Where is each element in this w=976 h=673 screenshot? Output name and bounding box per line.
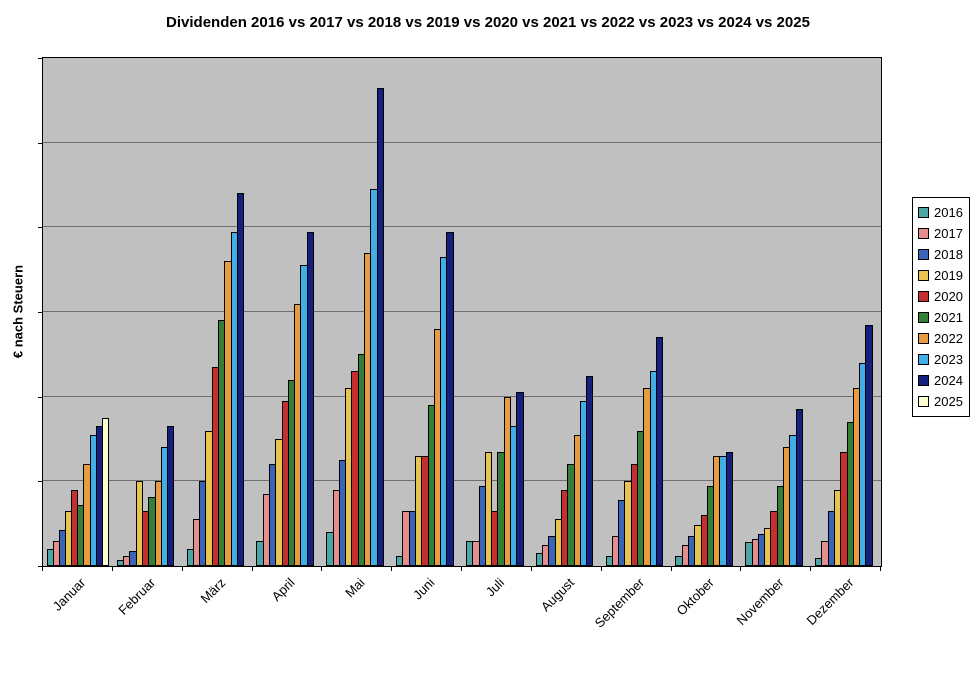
legend-swatch [918,207,929,218]
x-axis-tick [740,566,742,571]
bar-group-dezember [815,58,877,566]
x-axis-tick [810,566,812,571]
x-axis-tick [42,566,43,571]
gridline [43,311,881,312]
chart-title: Dividenden 2016 vs 2017 vs 2018 vs 2019 … [166,14,810,31]
legend-label: 2021 [934,310,963,325]
y-axis-tick [38,227,43,229]
bar-group-februar [116,58,179,566]
gridline [43,141,881,143]
x-axis-tick [670,566,672,571]
legend-label: 2023 [934,352,963,367]
y-axis-title: € nach Steuern [10,264,26,359]
legend: 2016 2017 2018 2019 2020 2021 2022 2023 2024 2025 [912,197,970,417]
legend-swatch [918,375,929,386]
bar-2024 [795,409,803,566]
x-axis-tick [880,566,881,571]
y-axis-tick [38,142,43,144]
x-axis-label: Juni [410,575,438,603]
x-axis-label: September [591,575,648,631]
legend-label: 2016 [934,205,963,220]
x-axis-tick [181,566,183,571]
x-axis-tick [321,566,323,571]
x-axis-label: Dezember [803,575,857,629]
bar-2025 [101,417,109,566]
x-axis-tick [600,566,602,571]
bar-2024 [865,324,873,566]
y-axis-tick [38,481,43,483]
bar-2024 [516,392,524,566]
x-axis-label: April [269,575,299,605]
legend-item-2020: 2020 [918,286,964,307]
gridline [43,480,881,482]
bar-group-november [745,58,807,566]
legend-item-2024: 2024 [918,370,964,391]
x-axis-label: November [733,575,787,629]
legend-item-2018: 2018 [918,244,964,265]
y-axis-tick [38,396,43,398]
x-axis-label: Juli [483,575,508,600]
bar-2019 [484,451,493,566]
x-axis-label: Mai [342,575,368,601]
x-axis-tick [530,566,532,571]
x-axis-label: August [538,575,578,615]
legend-swatch [918,249,929,260]
bar-2024 [586,375,594,566]
legend-item-2016: 2016 [918,202,964,223]
bar-2024 [376,87,384,566]
legend-swatch [918,312,929,323]
bar-2024 [236,193,245,566]
bar-2024 [446,231,454,566]
legend-label: 2025 [934,394,963,409]
x-axis-tick [461,566,462,571]
bar-group-märz [186,58,249,566]
bar-group-juli [465,58,528,566]
bar-group-januar [46,58,109,566]
bar-group-juni [396,58,458,566]
legend-swatch [918,270,929,281]
bar-group-september [605,58,668,566]
x-axis-tick [251,566,253,571]
x-axis-tick [111,566,113,571]
legend-item-2019: 2019 [918,265,964,286]
bar-group-april [256,58,318,566]
legend-swatch [918,228,929,239]
gridline [43,395,881,397]
y-axis-tick [38,58,43,59]
y-axis-tick [38,566,43,567]
legend-item-2025: 2025 [918,391,964,412]
legend-item-2022: 2022 [918,328,964,349]
bar-group-august [535,58,598,566]
bar-2024 [655,337,664,566]
legend-label: 2020 [934,289,963,304]
legend-swatch [918,354,929,365]
bar-group-mai [326,58,388,566]
x-axis-label: Februar [115,575,159,618]
legend-label: 2018 [934,247,963,262]
x-axis-label: Januar [49,575,89,614]
legend-label: 2019 [934,268,963,283]
legend-label: 2022 [934,331,963,346]
bar-2024 [167,426,175,566]
x-axis-label: März [197,575,229,607]
y-axis-tick [38,312,43,313]
legend-swatch [918,291,929,302]
x-axis-tick [391,566,393,571]
legend-swatch [918,333,929,344]
bar-2024 [306,231,315,566]
legend-item-2023: 2023 [918,349,964,370]
legend-item-2017: 2017 [918,223,964,244]
gridline [43,226,881,228]
plot-area: Januar Februar März April Mai Juni Juli August S… [38,57,882,631]
bar-2024 [725,451,734,566]
legend-label: 2024 [934,373,963,388]
x-axis-label: Oktober [673,575,718,619]
legend-label: 2017 [934,226,963,241]
legend-swatch [918,396,929,407]
bar-group-oktober [675,58,737,566]
legend-item-2021: 2021 [918,307,964,328]
